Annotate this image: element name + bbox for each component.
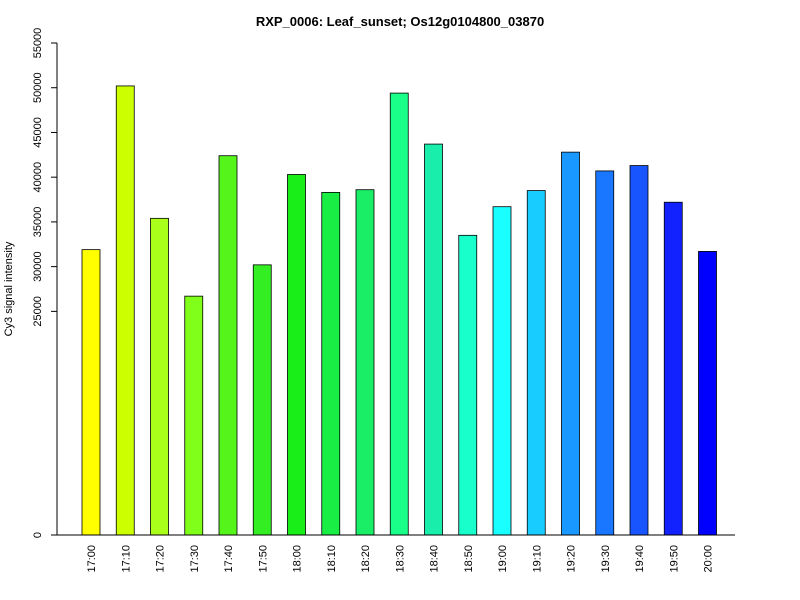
bar-1800 — [287, 174, 306, 536]
x-tick-label: 19:00 — [497, 545, 509, 573]
x-tick-label: 20:00 — [703, 545, 715, 573]
bar-1930 — [595, 170, 615, 536]
chart-title: RXP_0006: Leaf_sunset; Os12g0104800_0387… — [256, 14, 544, 29]
bar-1910 — [526, 190, 546, 536]
bar-1740 — [218, 155, 238, 536]
x-tick-label: 19:10 — [531, 545, 543, 573]
y-tick-label: 35000 — [32, 207, 44, 238]
x-tick-label: 17:40 — [223, 545, 235, 573]
y-tick-label: 50000 — [32, 72, 44, 103]
x-tick-label: 17:10 — [120, 545, 132, 573]
x-tick-label: 19:30 — [600, 545, 612, 573]
bar-1850 — [458, 234, 478, 536]
x-tick-label: 17:30 — [189, 545, 201, 573]
x-tick-label: 19:20 — [566, 545, 578, 573]
y-tick-label: 25000 — [32, 296, 44, 327]
y-tick-label: 0 — [32, 532, 44, 538]
x-tick-label: 19:40 — [634, 545, 646, 573]
x-tick-label: 18:00 — [292, 545, 304, 573]
bar-1940 — [629, 165, 649, 536]
x-tick-label: 18:40 — [429, 545, 441, 573]
x-tick-label: 18:30 — [394, 545, 406, 573]
bars-group — [81, 85, 717, 536]
bar-2000 — [698, 251, 717, 536]
bar-1840 — [424, 143, 443, 536]
y-tick-label: 55000 — [32, 28, 44, 59]
y-axis: 0 25000 30000 35000 40000 45000 50000 55000 — [32, 28, 58, 538]
y-tick-label: 40000 — [32, 162, 44, 193]
x-tick-label: 17:20 — [155, 545, 167, 573]
bar-1700 — [81, 249, 101, 536]
bar-1730 — [184, 295, 204, 536]
x-tick-label: 18:10 — [326, 545, 338, 573]
bar-1920 — [561, 151, 580, 536]
bar-1900 — [492, 206, 512, 536]
x-tick-label: 17:50 — [257, 545, 269, 573]
bar-1950 — [663, 201, 683, 536]
bar-1830 — [389, 92, 409, 536]
x-tick-label: 17:00 — [86, 545, 98, 573]
y-tick-label: 45000 — [32, 117, 44, 148]
x-tick-label: 18:20 — [360, 545, 372, 573]
bar-1720 — [150, 217, 169, 536]
bar-1750 — [252, 264, 272, 536]
x-tick-label: 19:50 — [668, 545, 680, 573]
y-axis-label: Cy3 signal intensity — [3, 241, 15, 336]
bar-1710 — [115, 85, 135, 536]
bar-1810 — [321, 191, 341, 536]
x-tick-label: 18:50 — [463, 545, 475, 573]
x-tick-labels: 17:00 17:10 17:20 17:30 17:40 17:50 18:00 18:10… — [86, 545, 715, 573]
bar-1820 — [355, 189, 375, 536]
y-tick-label: 30000 — [32, 251, 44, 282]
